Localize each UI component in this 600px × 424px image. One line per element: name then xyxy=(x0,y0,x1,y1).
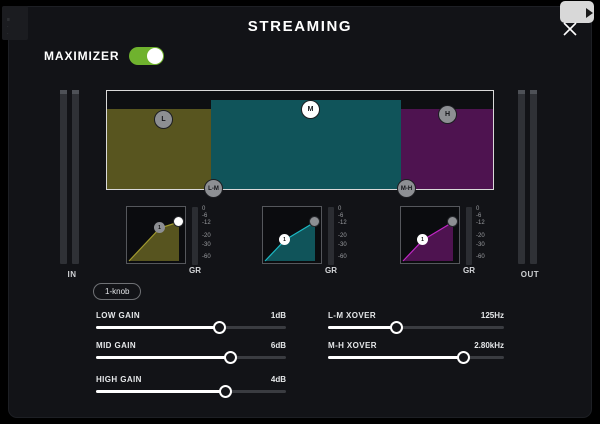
compressor-curve-low[interactable] xyxy=(126,206,186,264)
slider-low-gain-knob[interactable] xyxy=(213,320,226,334)
toggle-knob xyxy=(147,48,164,64)
input-meter: IN xyxy=(60,90,84,279)
band-handle-high[interactable]: H xyxy=(438,105,457,124)
compressor-threshold-low[interactable] xyxy=(173,216,184,227)
gr-scale-low: 0 -6 -12 -20 -30 -60 xyxy=(202,206,211,260)
slider-high-gain-label: HIGH GAIN xyxy=(96,375,142,384)
gr-label-high: GR xyxy=(463,266,475,275)
input-meter-bars xyxy=(60,90,84,264)
slider-lm-xover-value: 125Hz xyxy=(480,311,504,320)
slider-mh-xover-knob[interactable] xyxy=(457,350,471,364)
gr-scale-high: 0 -6 -12 -20 -30 -60 xyxy=(476,206,485,260)
band-handle-low[interactable]: L xyxy=(154,110,173,129)
slider-mh-xover-fill xyxy=(328,356,464,359)
window-corner-panel: ≡ · · xyxy=(2,6,28,40)
slider-mh-xover-track[interactable] xyxy=(328,350,504,364)
slider-mh-xover-value: 2.80kHz xyxy=(474,341,504,350)
input-meter-label: IN xyxy=(67,270,77,279)
compressor-knee-mid[interactable]: 1 xyxy=(279,234,290,245)
slider-low-gain-label: LOW GAIN xyxy=(96,311,141,320)
gr-label-mid: GR xyxy=(325,266,337,275)
maximizer-toggle[interactable] xyxy=(129,47,165,65)
compressor-knee-low[interactable]: 1 xyxy=(154,222,165,233)
compressor-knee-high[interactable]: 1 xyxy=(417,234,428,245)
input-meter-bar-left xyxy=(60,90,67,264)
resize-arrow-icon[interactable] xyxy=(586,8,593,18)
slider-high-gain-fill xyxy=(96,390,226,393)
maximizer-control: MAXIMIZER xyxy=(44,47,165,65)
output-meter-peak-right xyxy=(530,90,537,94)
xover-handle-mh[interactable]: M-H xyxy=(397,179,416,198)
compressor-curve-high[interactable] xyxy=(400,206,460,264)
close-icon[interactable] xyxy=(556,15,584,43)
gr-meter-low xyxy=(192,207,198,265)
slider-lm-xover-fill xyxy=(328,326,397,329)
input-meter-peak-left xyxy=(60,90,67,94)
slider-mid-gain-label: MID GAIN xyxy=(96,341,137,350)
gr-scale-mid: 0 -6 -12 -20 -30 -60 xyxy=(338,206,347,260)
slider-mid-gain-track[interactable] xyxy=(96,350,286,364)
output-meter-bar-left xyxy=(518,90,525,264)
output-meter-peak-left xyxy=(518,90,525,94)
compressor-curve-mid[interactable] xyxy=(262,206,322,264)
multiband-display[interactable]: L M H L-M M-H xyxy=(106,90,494,198)
slider-lm-xover-knob[interactable] xyxy=(390,320,404,334)
slider-lm-xover-track[interactable] xyxy=(328,320,504,334)
maximizer-label: MAXIMIZER xyxy=(44,49,120,63)
corner-lines-icon: ≡ · · xyxy=(7,17,10,37)
input-meter-bar-right xyxy=(72,90,79,264)
slider-high-gain-knob[interactable] xyxy=(218,384,232,398)
slider-mid-gain-value: 6dB xyxy=(270,341,286,350)
slider-mh-xover-label: M-H XOVER xyxy=(328,341,377,350)
slider-mid-gain-knob[interactable] xyxy=(224,350,238,364)
slider-high-gain-value: 4dB xyxy=(270,375,286,384)
slider-low-gain-track[interactable] xyxy=(96,320,286,334)
output-meter: OUT xyxy=(518,90,542,279)
output-meter-bar-right xyxy=(530,90,537,264)
compressor-threshold-mid[interactable] xyxy=(309,216,320,227)
gr-label-low: GR xyxy=(189,266,201,275)
slider-mid-gain-fill xyxy=(96,356,231,359)
one-knob-button[interactable]: 1-knob xyxy=(93,283,142,300)
gr-meter-mid xyxy=(328,207,334,265)
slider-lm-xover-label: L-M XOVER xyxy=(328,311,377,320)
resize-tab-icon[interactable] xyxy=(560,1,594,23)
xover-handle-lm[interactable]: L-M xyxy=(204,179,223,198)
band-handle-mid[interactable]: M xyxy=(301,100,320,119)
compressor-threshold-high[interactable] xyxy=(447,216,458,227)
slider-low-gain-value: 1dB xyxy=(270,311,286,320)
input-meter-peak-right xyxy=(72,90,79,94)
slider-high-gain-track[interactable] xyxy=(96,384,286,398)
gr-meter-high xyxy=(466,207,472,265)
page-title: STREAMING xyxy=(247,18,353,35)
output-meter-bars xyxy=(518,90,542,264)
slider-low-gain-fill xyxy=(96,326,220,329)
output-meter-label: OUT xyxy=(520,270,540,279)
